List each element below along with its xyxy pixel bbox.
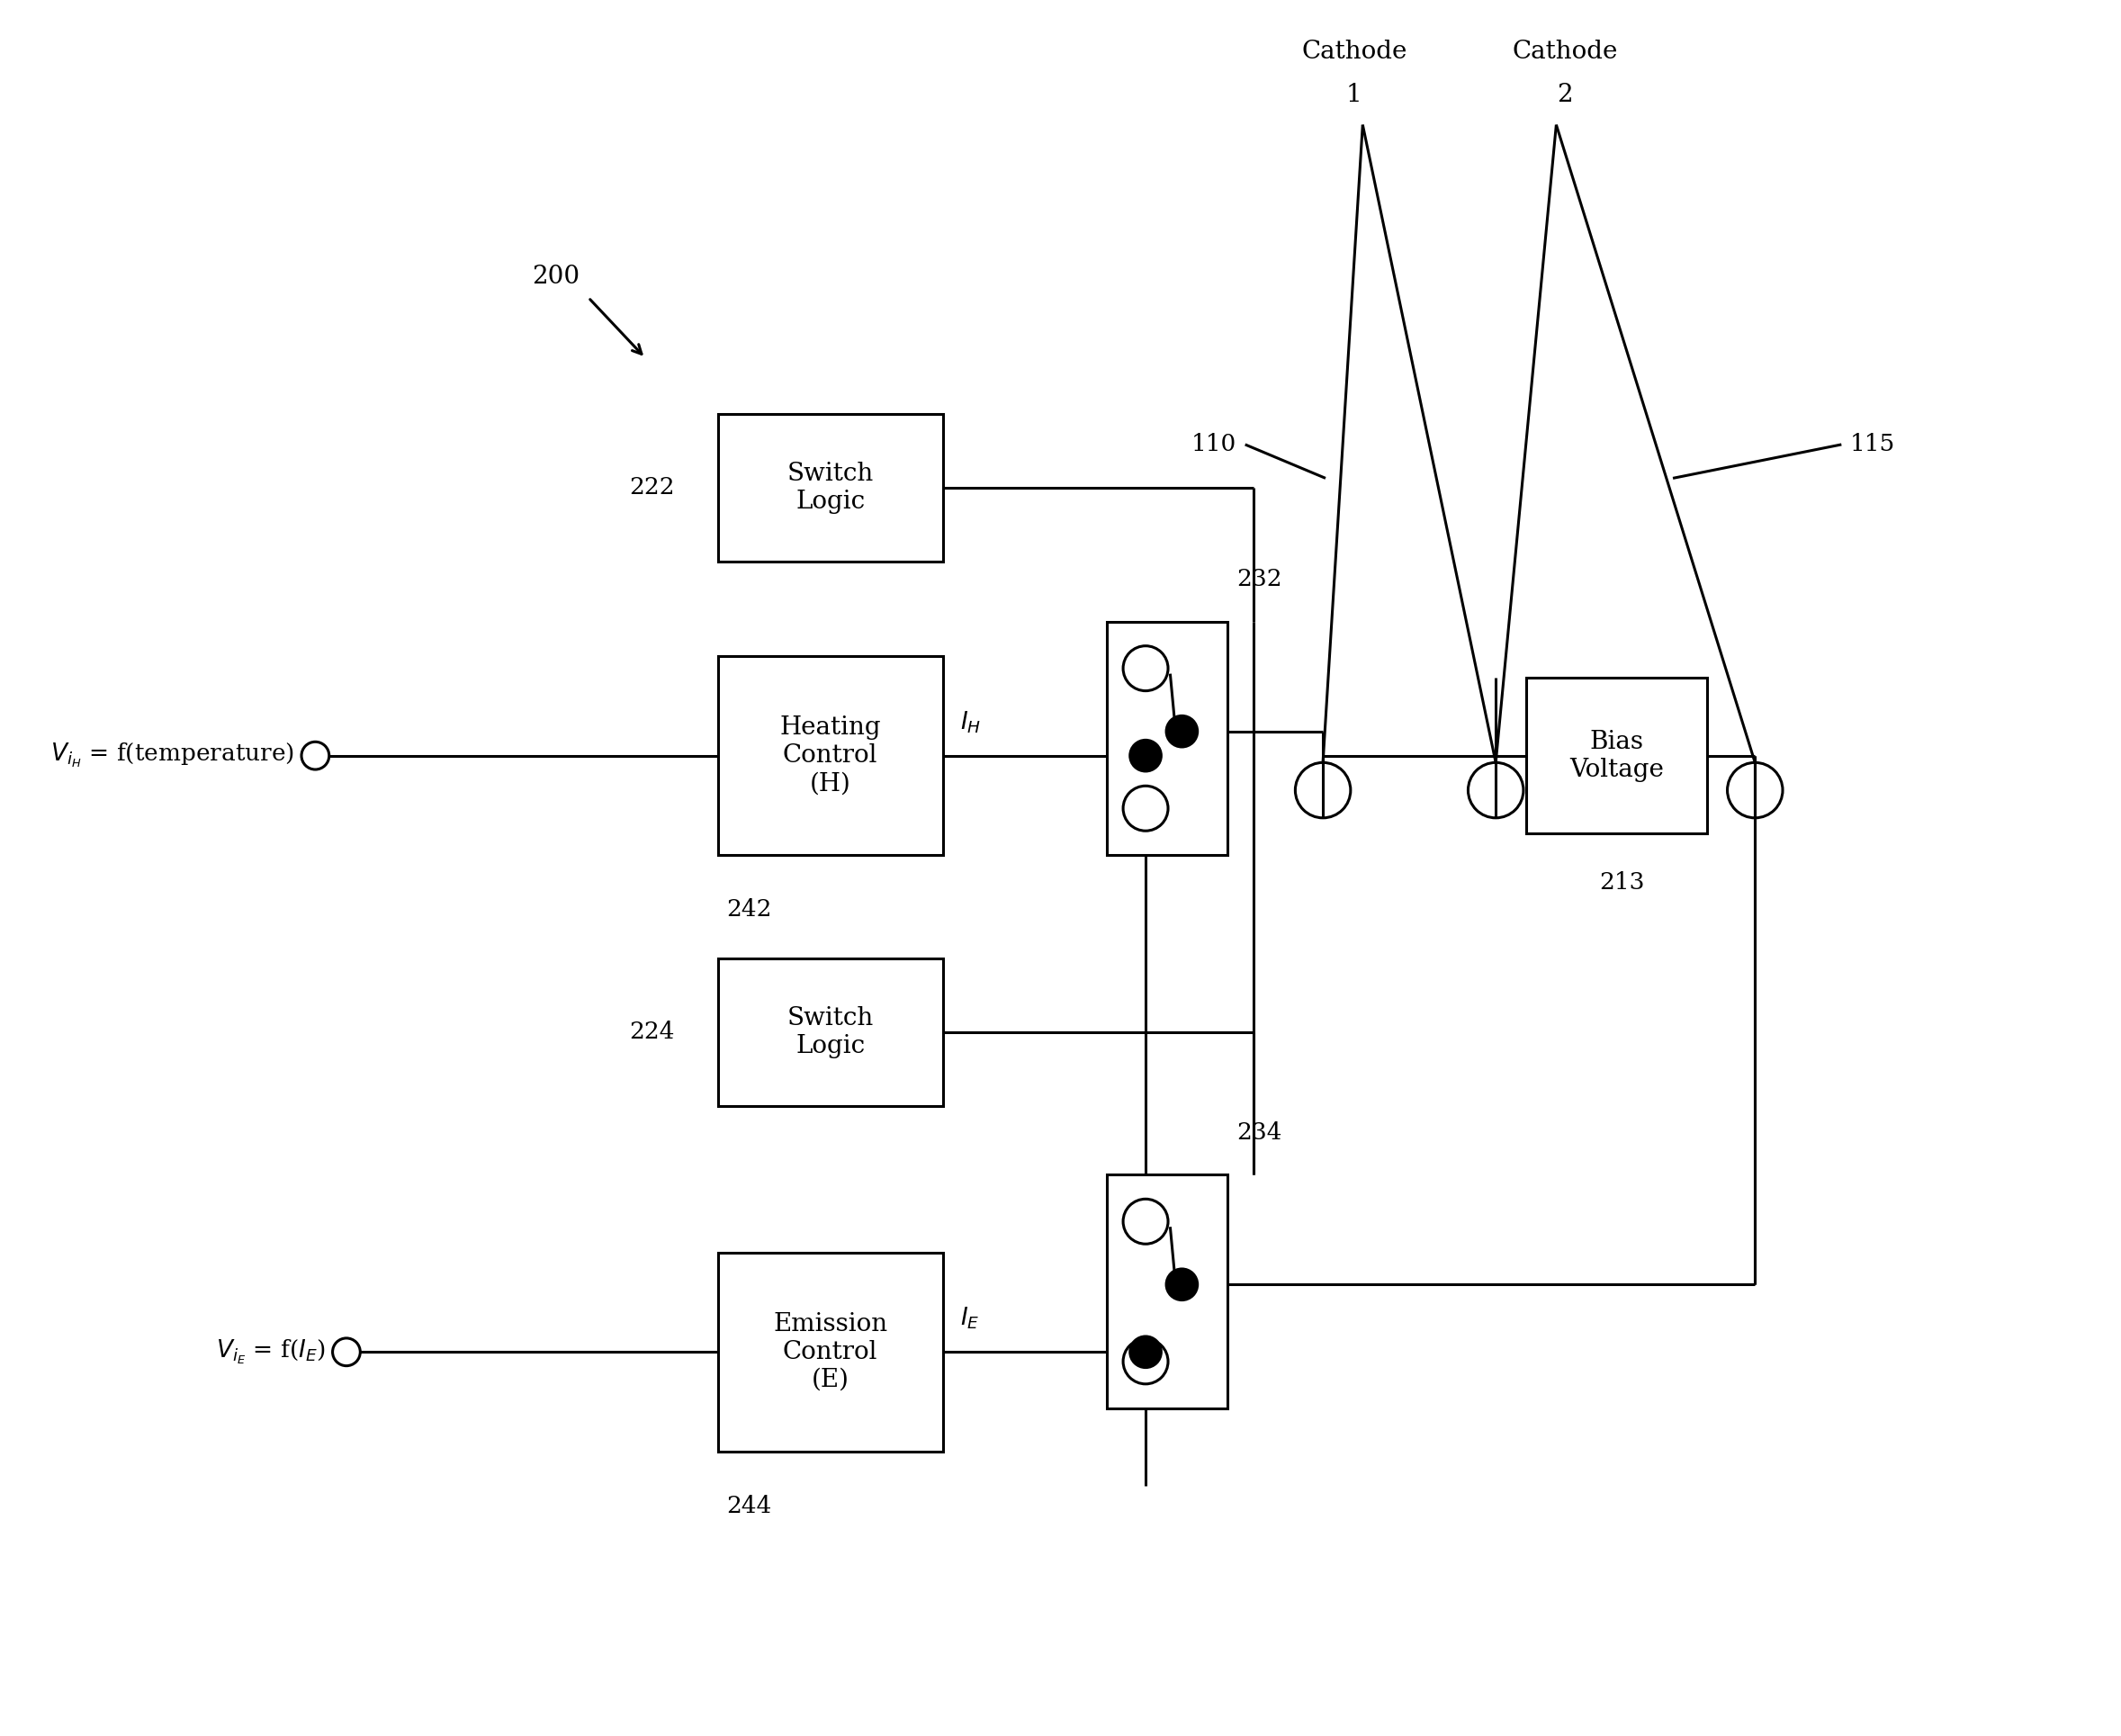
- Text: Switch
Logic: Switch Logic: [787, 1007, 874, 1059]
- Text: $I_E$: $I_E$: [961, 1305, 980, 1332]
- Text: Cathode: Cathode: [1512, 40, 1618, 64]
- Text: Bias
Voltage: Bias Voltage: [1570, 729, 1665, 781]
- Circle shape: [1167, 1269, 1198, 1300]
- Text: 222: 222: [630, 476, 674, 498]
- Text: 1: 1: [1347, 83, 1362, 108]
- Bar: [719, 656, 942, 856]
- Text: 224: 224: [630, 1021, 674, 1043]
- Text: 244: 244: [728, 1495, 772, 1517]
- Bar: [719, 415, 942, 561]
- Bar: [1525, 677, 1707, 833]
- Text: 232: 232: [1237, 568, 1281, 590]
- Text: 200: 200: [532, 264, 579, 288]
- Circle shape: [1130, 740, 1160, 771]
- Circle shape: [1167, 715, 1198, 746]
- Text: Cathode: Cathode: [1300, 40, 1406, 64]
- Circle shape: [1130, 1337, 1160, 1368]
- Text: 2: 2: [1557, 83, 1574, 108]
- Text: 115: 115: [1850, 434, 1896, 457]
- Text: Heating
Control
(H): Heating Control (H): [781, 715, 880, 795]
- Text: 110: 110: [1192, 434, 1237, 457]
- Text: 213: 213: [1599, 871, 1646, 894]
- Text: $V_{i_E}$ = f($I_E$): $V_{i_E}$ = f($I_E$): [216, 1338, 327, 1366]
- Bar: [719, 958, 942, 1106]
- Text: $V_{i_H}$ = f(temperature): $V_{i_H}$ = f(temperature): [51, 741, 295, 769]
- Bar: [1107, 621, 1228, 856]
- Text: Emission
Control
(E): Emission Control (E): [774, 1312, 887, 1392]
- Text: $I_H$: $I_H$: [961, 710, 980, 734]
- Bar: [1107, 1175, 1228, 1408]
- Text: Switch
Logic: Switch Logic: [787, 462, 874, 514]
- Bar: [719, 1253, 942, 1451]
- Text: 234: 234: [1237, 1121, 1281, 1144]
- Text: 242: 242: [728, 898, 772, 920]
